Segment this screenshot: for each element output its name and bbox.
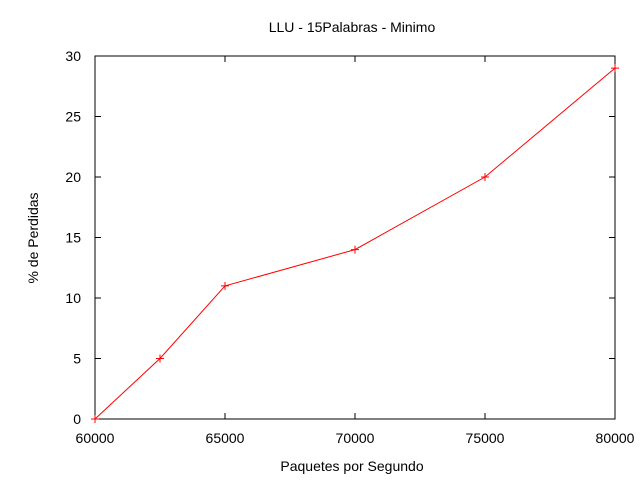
plot-frame: [94, 55, 616, 420]
x-axis-label: Paquetes por Segundo: [280, 458, 423, 474]
series-line: [94, 67, 616, 420]
x-tick-label: 60000: [76, 430, 115, 446]
y-tick-label: 30: [65, 48, 81, 64]
series-group: [91, 64, 619, 423]
x-tick-label: 65000: [206, 430, 245, 446]
data-point-marker: [91, 415, 99, 423]
x-tick-label: 80000: [596, 430, 635, 446]
y-tick-label: 25: [65, 109, 81, 125]
chart-title: LLU - 15Palabras - Minimo: [269, 19, 436, 35]
y-tick-label: 20: [65, 169, 81, 185]
x-tick-label: 70000: [336, 430, 375, 446]
y-axis-label: % de Perdidas: [25, 192, 41, 283]
y-tick-label: 0: [73, 411, 81, 427]
data-point-marker: [351, 245, 359, 254]
data-point-marker: [156, 354, 164, 363]
data-point-marker: [481, 173, 489, 181]
x-tick-label: 75000: [466, 430, 505, 446]
x-axis: 60000 65000 70000 75000 80000: [76, 56, 635, 446]
y-tick-label: 10: [65, 290, 81, 306]
data-point-marker: [221, 281, 229, 290]
y-tick-label: 5: [73, 351, 81, 367]
y-axis: 0 5 10 15 20 25 30: [65, 48, 615, 427]
data-point-marker: [611, 64, 619, 73]
y-tick-label: 15: [65, 230, 81, 246]
